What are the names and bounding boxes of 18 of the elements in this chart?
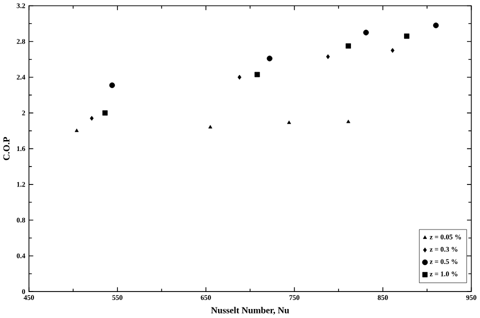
point xyxy=(238,74,242,80)
point xyxy=(90,116,94,121)
point xyxy=(346,120,350,124)
point xyxy=(109,82,115,88)
point xyxy=(363,30,369,36)
point xyxy=(404,34,410,39)
point xyxy=(326,54,330,60)
point xyxy=(266,56,272,62)
point xyxy=(102,110,108,116)
point xyxy=(287,120,292,124)
point xyxy=(254,72,260,78)
point xyxy=(433,22,439,28)
point xyxy=(208,125,212,128)
x-axis-title: Nusselt Number, Nu xyxy=(211,306,290,315)
y-axis-title: C.O.P xyxy=(3,137,10,160)
point xyxy=(390,48,394,53)
point xyxy=(74,128,79,132)
point xyxy=(346,43,351,49)
